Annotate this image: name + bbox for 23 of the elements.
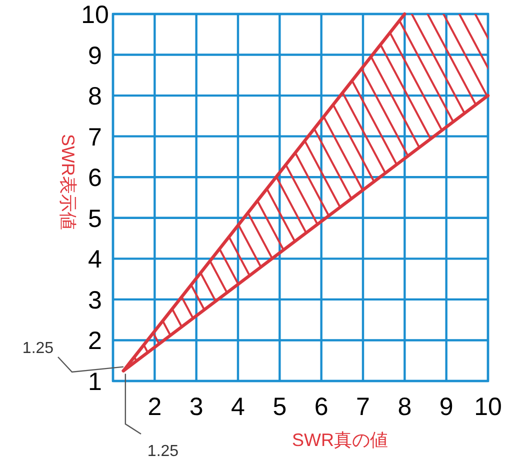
y-tick-label: 5 [88,204,102,233]
y-tick-label: 9 [88,42,102,70]
y-tick-label: 8 [88,82,102,111]
x-tick-label: 5 [272,393,287,421]
x-tick-label: 3 [189,393,204,421]
annotation: 1.25 [147,443,179,460]
y-tick-label: 2 [88,327,102,356]
y-tick-label: 3 [88,286,102,314]
x-tick-label: 7 [356,393,370,421]
x-tick-label: 10 [474,393,502,421]
x-tick-label: 6 [314,393,328,421]
annotation: 1.25 [22,340,54,357]
x-tick-label: 8 [398,393,412,421]
y-tick-label: 10 [81,1,109,29]
x-tick-label: 9 [439,393,454,421]
y-tick-label: 7 [88,123,102,152]
y-tick-label: 6 [88,164,102,192]
x-tick-label: 4 [231,393,246,421]
y-tick-label: 4 [88,246,102,274]
x-tick-label: 2 [148,393,162,421]
x-axis-title: SWR真の値 [292,430,388,450]
y-tick-label: 1 [88,368,102,396]
y-axis-title: SWR表示値 [58,134,78,230]
